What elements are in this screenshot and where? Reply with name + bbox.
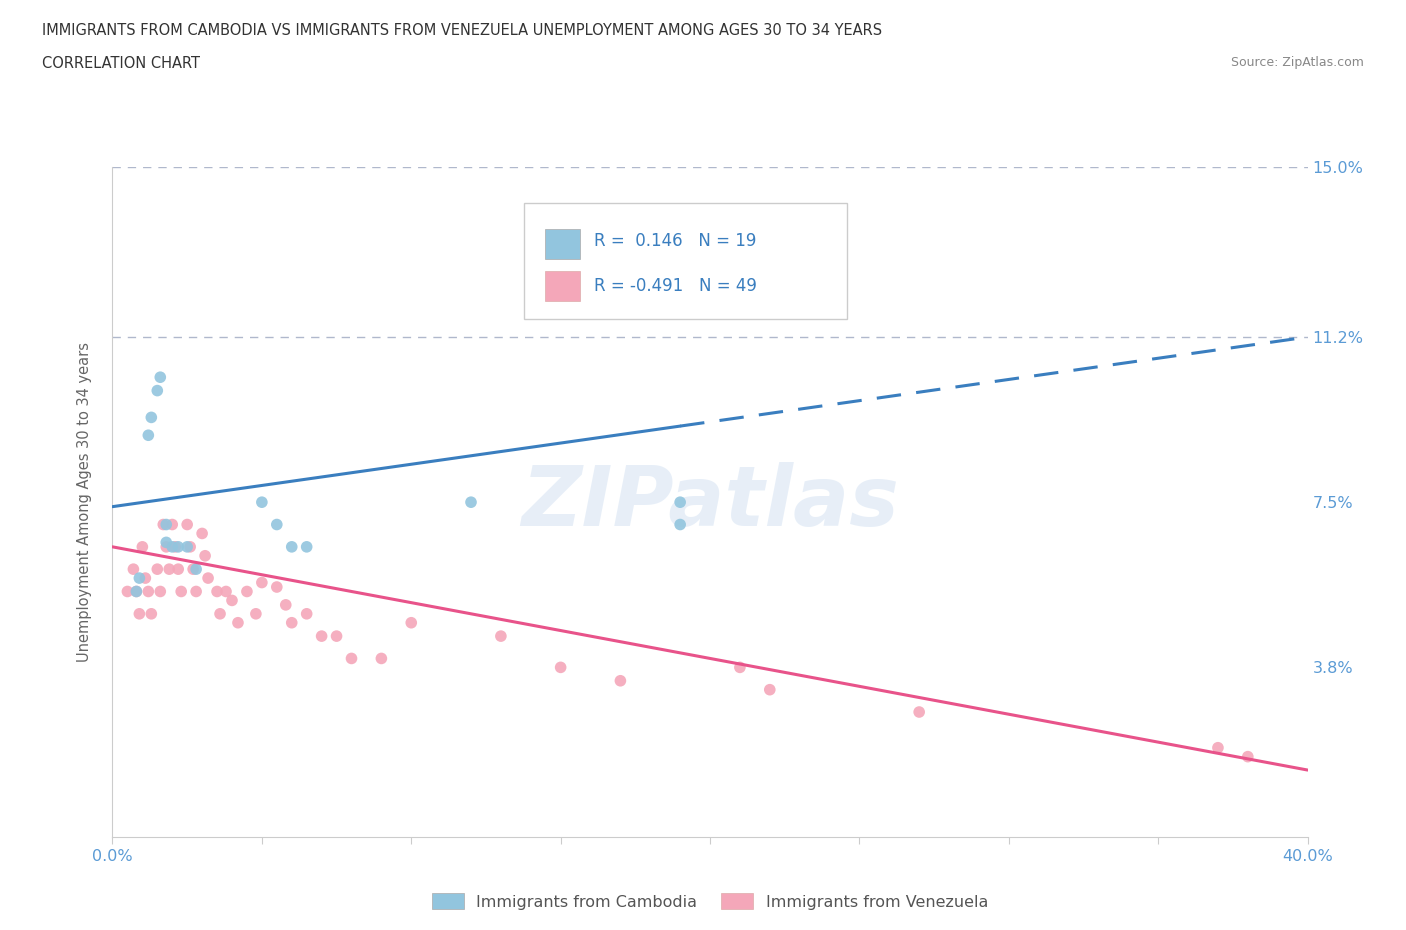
Point <box>489 629 512 644</box>
Text: ZIPatlas: ZIPatlas <box>522 461 898 543</box>
Point <box>325 629 347 644</box>
Point <box>167 562 190 577</box>
Point <box>181 562 204 577</box>
Point <box>162 539 183 554</box>
Point <box>191 526 214 541</box>
Point <box>131 539 153 554</box>
Point <box>669 517 692 532</box>
Point <box>146 383 169 398</box>
Point <box>221 593 243 608</box>
Text: Source: ZipAtlas.com: Source: ZipAtlas.com <box>1230 56 1364 69</box>
Point <box>669 495 692 510</box>
Point <box>266 517 288 532</box>
Point <box>146 562 169 577</box>
Point <box>141 410 163 425</box>
Point <box>550 660 572 675</box>
Point <box>134 571 156 586</box>
Point <box>250 575 273 590</box>
Point <box>141 606 163 621</box>
Point <box>125 584 148 599</box>
Point <box>281 616 304 631</box>
Point <box>226 616 249 631</box>
Point <box>340 651 363 666</box>
Point <box>179 539 201 554</box>
Point <box>162 517 183 532</box>
Point <box>908 705 931 720</box>
Point <box>117 584 139 599</box>
Point <box>759 683 782 698</box>
Point <box>125 584 148 599</box>
Point <box>281 539 304 554</box>
Point <box>155 517 177 532</box>
Text: CORRELATION CHART: CORRELATION CHART <box>42 56 200 71</box>
Point <box>186 562 208 577</box>
Point <box>205 584 228 599</box>
Y-axis label: Unemployment Among Ages 30 to 34 years: Unemployment Among Ages 30 to 34 years <box>77 342 91 662</box>
Point <box>176 517 198 532</box>
Point <box>149 584 172 599</box>
Point <box>176 539 198 554</box>
Point <box>295 606 318 621</box>
Point <box>128 606 150 621</box>
Point <box>250 495 273 510</box>
Point <box>1206 740 1229 755</box>
Point <box>170 584 193 599</box>
Point <box>138 428 160 443</box>
Point <box>274 597 297 612</box>
Point <box>728 660 751 675</box>
Point <box>208 606 231 621</box>
Point <box>128 571 150 586</box>
Point <box>401 616 423 631</box>
Point <box>197 571 219 586</box>
Text: IMMIGRANTS FROM CAMBODIA VS IMMIGRANTS FROM VENEZUELA UNEMPLOYMENT AMONG AGES 30: IMMIGRANTS FROM CAMBODIA VS IMMIGRANTS F… <box>42 23 883 38</box>
Point <box>1237 750 1260 764</box>
Point <box>609 673 631 688</box>
Point <box>155 535 177 550</box>
Point <box>236 584 259 599</box>
Point <box>194 549 217 564</box>
Point <box>157 562 180 577</box>
Text: R =  0.146   N = 19: R = 0.146 N = 19 <box>593 232 756 250</box>
Point <box>165 539 187 554</box>
Point <box>149 370 172 385</box>
Point <box>215 584 238 599</box>
Point <box>167 539 190 554</box>
Point <box>460 495 482 510</box>
Legend: Immigrants from Cambodia, Immigrants from Venezuela: Immigrants from Cambodia, Immigrants fro… <box>425 886 995 916</box>
Point <box>138 584 160 599</box>
Point <box>295 539 318 554</box>
Point <box>186 584 208 599</box>
Point <box>155 539 177 554</box>
Point <box>245 606 267 621</box>
Point <box>311 629 333 644</box>
Text: R = -0.491   N = 49: R = -0.491 N = 49 <box>593 277 756 295</box>
Point <box>370 651 392 666</box>
Point <box>122 562 145 577</box>
Point <box>266 579 288 594</box>
Point <box>152 517 174 532</box>
